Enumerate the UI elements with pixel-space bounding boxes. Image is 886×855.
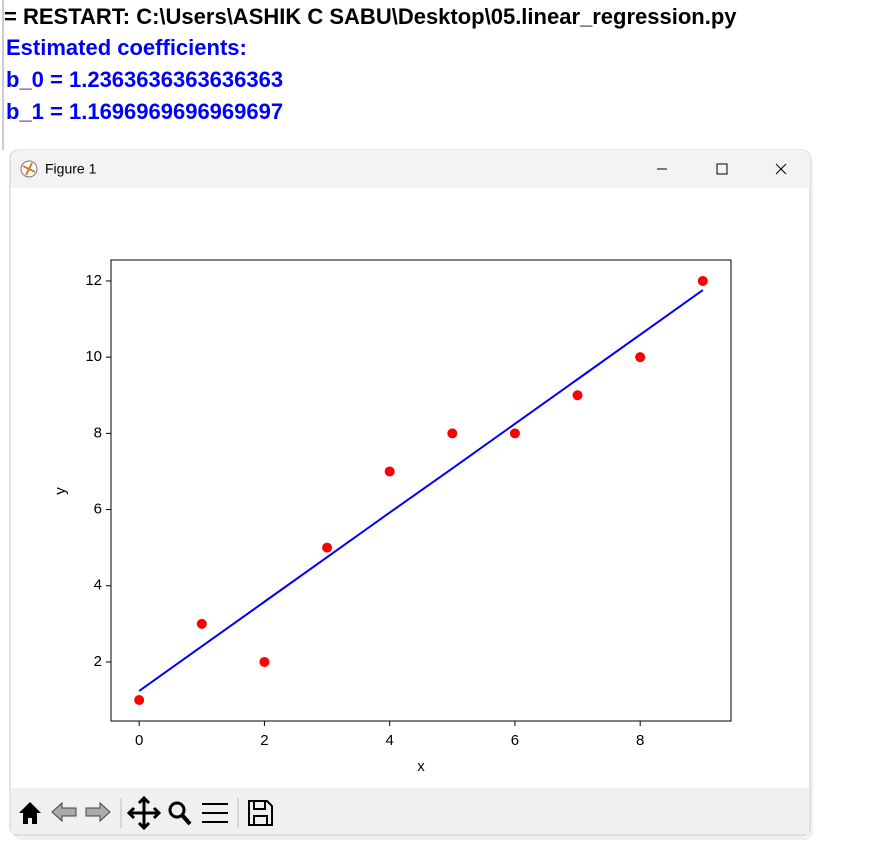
back-button[interactable] [51, 801, 77, 823]
data-point [322, 542, 333, 553]
console-line: b_1 = 1.1696969696969697 [6, 99, 283, 124]
regression-line [138, 289, 704, 692]
window-title: Figure 1 [45, 161, 97, 177]
y-tick-label: 8 [94, 424, 102, 441]
data-point [134, 695, 145, 706]
data-point [697, 275, 708, 286]
y-tick-label: 6 [94, 501, 102, 518]
zoom-button[interactable] [168, 801, 192, 826]
close-button[interactable] [775, 163, 787, 175]
data-point [572, 390, 583, 401]
y-tick-label: 2 [94, 653, 102, 670]
x-tick-label: 4 [386, 732, 394, 749]
app-icon [20, 160, 38, 178]
data-point [509, 428, 520, 439]
y-tick-label: 4 [94, 577, 102, 594]
x-tick-label: 8 [636, 732, 644, 749]
data-point [259, 656, 270, 667]
console-line: b_0 = 1.2363636363636363 [6, 67, 283, 92]
data-point [635, 352, 646, 363]
x-tick-label: 0 [135, 732, 143, 749]
x-axis-label: x [417, 758, 425, 775]
x-tick-label: 2 [260, 732, 268, 749]
configure-button[interactable] [202, 803, 228, 823]
console-line: = RESTART: C:\Users\ASHIK C SABU\Desktop… [4, 4, 737, 29]
y-tick-label: 12 [85, 272, 102, 289]
save-button[interactable] [248, 800, 273, 826]
pan-button[interactable] [126, 795, 162, 831]
console-line: Estimated coefficients: [6, 35, 247, 60]
data-point [447, 428, 458, 439]
maximize-button[interactable] [716, 163, 728, 175]
data-point [384, 466, 395, 477]
home-button[interactable] [19, 802, 41, 824]
data-point [196, 618, 207, 629]
x-tick-label: 6 [511, 732, 519, 749]
y-axis-label: y [52, 487, 69, 495]
y-tick-label: 10 [85, 348, 102, 365]
forward-button[interactable] [85, 801, 111, 823]
title-bar [10, 150, 810, 188]
